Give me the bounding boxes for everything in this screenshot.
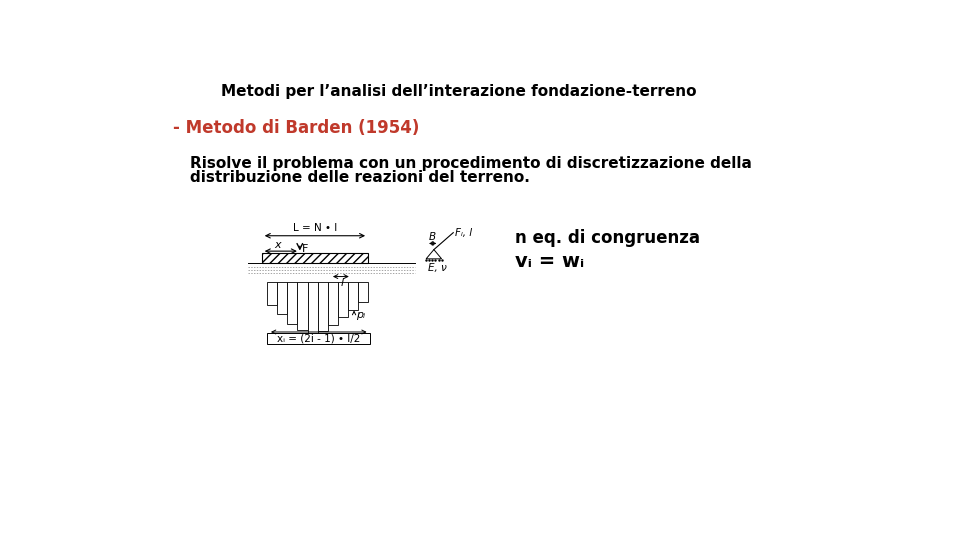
Text: distribuzione delle reazioni del terreno.: distribuzione delle reazioni del terreno… [190,170,530,185]
Bar [287,282,298,323]
Text: L = N • l: L = N • l [293,224,337,233]
Bar [307,282,318,334]
Text: Risolve il problema con un procedimento di discretizzazione della: Risolve il problema con un procedimento … [190,156,752,171]
Bar [298,282,307,330]
Bar [277,282,287,314]
Text: Fₗ, l: Fₗ, l [455,228,472,238]
Text: F: F [302,244,308,254]
Polygon shape [426,249,442,259]
Text: n eq. di congruenza: n eq. di congruenza [516,229,700,247]
Bar [262,253,368,262]
Bar [358,282,368,302]
Text: E, ν: E, ν [427,264,446,273]
Text: l: l [341,278,344,288]
Bar [338,282,348,318]
Bar [348,282,358,309]
Text: xᵢ = (2i - 1) • l/2: xᵢ = (2i - 1) • l/2 [277,333,360,343]
Bar [318,282,327,331]
Text: x: x [275,240,281,249]
Text: vᵢ = wᵢ: vᵢ = wᵢ [516,252,585,271]
Bar [327,282,338,325]
Text: - Metodo di Barden (1954): - Metodo di Barden (1954) [173,119,420,137]
Text: pᵢ: pᵢ [355,310,365,320]
Text: Metodi per l’analisi dell’interazione fondazione-terreno: Metodi per l’analisi dell’interazione fo… [221,84,696,99]
Text: B: B [429,232,436,242]
Bar [267,282,277,305]
FancyBboxPatch shape [267,333,371,343]
